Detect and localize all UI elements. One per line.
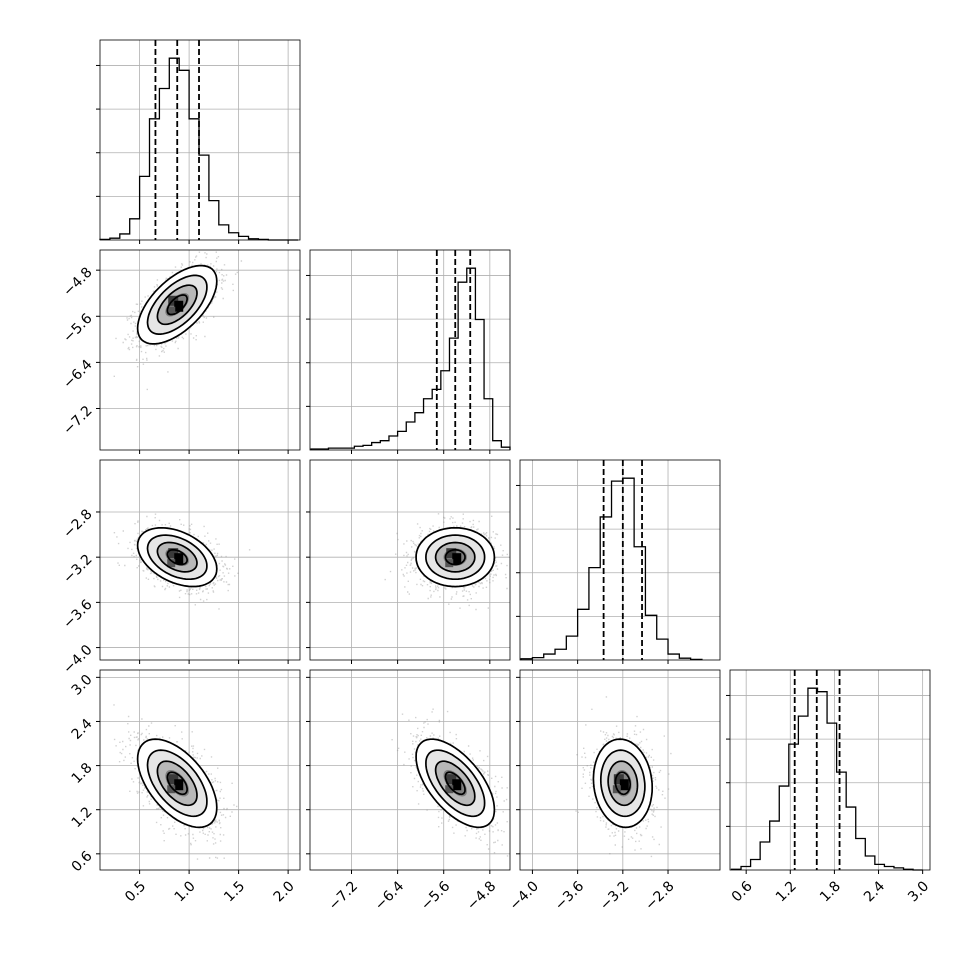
y-tick-label: −4.8 — [60, 265, 95, 300]
x-tick-label: −3.6 — [552, 878, 587, 913]
contour-line-3 — [592, 738, 654, 829]
contour-line-2 — [146, 534, 208, 581]
pair-panel-0-3 — [96, 669, 301, 874]
axes-frame — [99, 39, 301, 241]
x-tick-label: 1.2 — [773, 878, 800, 905]
y-tick-label: −3.6 — [60, 597, 95, 632]
y-tick-label: 0.6 — [69, 848, 96, 875]
y-tick-label: 2.4 — [69, 716, 96, 743]
contour-line-2 — [425, 749, 486, 818]
axes-frame — [309, 669, 511, 871]
y-tick-label: 1.8 — [69, 760, 96, 787]
contour-line-3 — [136, 264, 218, 345]
contour-line-0 — [166, 294, 188, 316]
axes-frame — [309, 249, 511, 451]
axes-frame — [309, 459, 511, 661]
density-peak-cell — [168, 548, 179, 559]
density-peak-cell — [452, 779, 462, 791]
x-tick-label: −3.2 — [597, 878, 632, 913]
marginal-panel-3 — [726, 669, 931, 874]
marginal-panel-1 — [306, 249, 511, 454]
density-peak-cell — [445, 785, 454, 794]
contour-line-2 — [425, 534, 486, 581]
axes-frame — [519, 669, 721, 871]
contour-line-3 — [415, 738, 496, 829]
pair-panel-0-2 — [96, 459, 301, 664]
contour-line-1 — [607, 760, 639, 807]
contour-line-3 — [136, 526, 218, 588]
axes-frame — [99, 459, 301, 661]
x-tick-label: −4.8 — [464, 878, 499, 913]
x-tick-label: 2.0 — [271, 878, 298, 905]
pair-panel-2-3 — [516, 669, 721, 874]
density-peak-cell — [174, 779, 184, 791]
pair-panel-1-2 — [306, 459, 511, 664]
density-peak-cell — [446, 774, 457, 785]
x-tick-label: −6.4 — [372, 878, 407, 913]
contour-line-0 — [614, 771, 632, 796]
histogram-bars — [310, 267, 511, 450]
x-tick-label: 2.4 — [861, 878, 888, 905]
contour-line-0 — [444, 771, 466, 796]
contour-line-2 — [146, 749, 208, 818]
density-peak-cell — [167, 559, 176, 568]
y-tick-label: −7.2 — [60, 403, 95, 438]
x-tick-label: 0.5 — [122, 878, 149, 905]
marginal-panel-2 — [516, 459, 721, 664]
y-tick-label: −6.4 — [60, 357, 95, 392]
density-peak-cell — [167, 785, 176, 794]
pair-panel-1-3 — [306, 669, 511, 874]
contour-line-0 — [166, 548, 188, 566]
density-peak-cell — [446, 548, 457, 559]
y-tick-label: −5.6 — [60, 311, 95, 346]
x-tick-label: −2.8 — [642, 878, 677, 913]
contour-line-2 — [599, 749, 646, 818]
x-tick-label: 1.8 — [817, 878, 844, 905]
scatter-points — [113, 704, 238, 860]
density-peak-cell — [167, 306, 176, 315]
y-tick-label: 1.2 — [69, 804, 96, 831]
density-peak-cell — [174, 300, 184, 312]
density-peak-cell — [613, 774, 624, 785]
axes-frame — [729, 669, 931, 871]
marginal-panel-0 — [96, 39, 301, 244]
density-peak-cell — [619, 779, 629, 791]
pair-panel-0-1 — [96, 249, 301, 454]
x-tick-label: 1.0 — [172, 878, 199, 905]
x-tick-label: −4.0 — [507, 878, 542, 913]
contour-line-1 — [156, 541, 198, 573]
histogram-bars — [99, 57, 299, 241]
contour-line-0 — [444, 548, 466, 566]
contour-line-1 — [434, 541, 476, 573]
y-tick-label: −4.0 — [60, 642, 95, 677]
contour-line-0 — [166, 771, 188, 796]
axes-frame — [99, 249, 301, 451]
density-peak-cell — [174, 553, 184, 565]
density-peak-cell — [452, 553, 462, 565]
x-tick-label: 1.5 — [221, 878, 248, 905]
x-tick-label: 0.6 — [729, 878, 756, 905]
x-tick-label: −7.2 — [326, 878, 361, 913]
y-tick-label: −2.8 — [60, 506, 95, 541]
x-tick-label: −5.6 — [418, 878, 453, 913]
contour-line-3 — [415, 526, 496, 588]
axes-frame — [99, 669, 301, 871]
histogram-bars — [730, 687, 923, 871]
histogram-bars — [520, 477, 703, 661]
density-peak-cell — [168, 774, 179, 785]
contour-line-1 — [434, 760, 476, 807]
contour-line-1 — [156, 760, 198, 807]
contour-line-1 — [156, 284, 198, 326]
scatter-points — [113, 513, 251, 610]
axes-frame — [519, 459, 721, 661]
contour-line-2 — [146, 274, 208, 335]
x-tick-label: 3.0 — [905, 878, 932, 905]
contour-line-3 — [136, 738, 218, 829]
y-tick-label: −3.2 — [60, 552, 95, 587]
